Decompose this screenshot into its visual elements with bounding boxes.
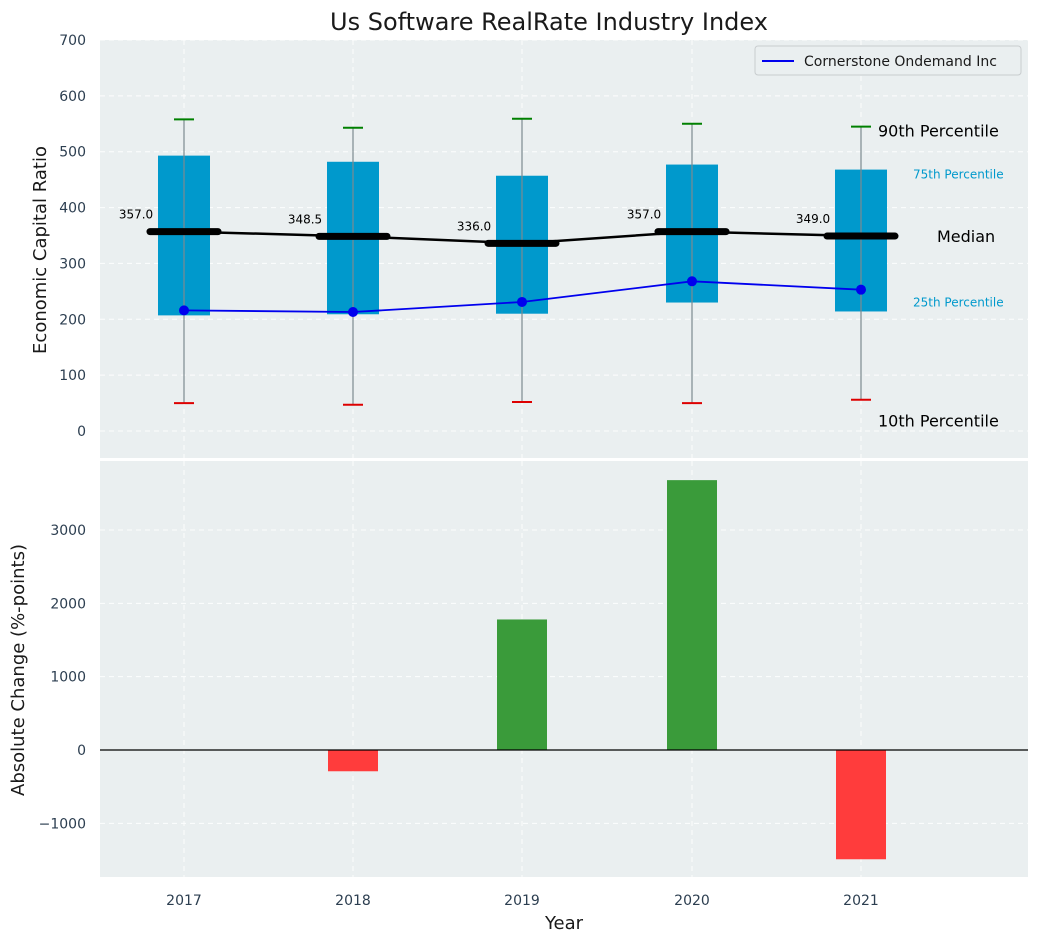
company-point [687, 276, 697, 287]
top-y-tick-label: 0 [77, 424, 86, 440]
p90-annotation: 90th Percentile [878, 122, 999, 141]
x-tick-label: 2020 [674, 893, 710, 909]
x-ticks: 2017 2018 2019 2020 2021 [166, 893, 879, 909]
median-value-label: 348.5 [288, 212, 322, 226]
x-tick-label: 2021 [843, 893, 879, 909]
top-y-tick-label: 600 [59, 89, 86, 105]
change-bar [836, 750, 886, 860]
company-point [517, 296, 527, 307]
change-bar [328, 750, 378, 772]
company-point [856, 284, 866, 295]
change-bar [667, 480, 717, 750]
legend-box [754, 45, 1022, 76]
company-series [179, 276, 866, 318]
top-y-ticks: 0 100 200 300 400 500 600 700 [59, 33, 86, 440]
top-y-tick-label: 400 [59, 201, 86, 217]
p75-annotation: 75th Percentile [913, 168, 1004, 182]
chart-title: Us Software RealRate Industry Index [330, 8, 768, 36]
legend[interactable]: Cornerstone Ondemand Inc [754, 45, 1022, 76]
x-tick-label: 2018 [335, 893, 371, 909]
change-bar [497, 619, 547, 750]
bottom-y-ticks: −1000 0 1000 2000 3000 [39, 523, 86, 832]
x-axis-title: Year [544, 913, 584, 934]
change-bars [328, 480, 886, 860]
top-y-tick-label: 700 [59, 33, 86, 49]
bottom-y-tick-label: −1000 [39, 816, 86, 832]
median-line-group: 357.0 348.5 336.0 357.0 349.0 [119, 208, 899, 247]
median-value-label: 336.0 [457, 219, 491, 233]
percentile-annotations: 90th Percentile 75th Percentile Median 25th… [878, 122, 1004, 431]
median-value-label: 357.0 [119, 208, 153, 222]
company-point [179, 305, 189, 316]
x-tick-label: 2019 [504, 893, 540, 909]
company-point [348, 307, 358, 318]
bottom-y-axis-title: Absolute Change (%-points) [8, 544, 29, 796]
p10-annotation: 10th Percentile [878, 412, 999, 431]
top-y-tick-label: 500 [59, 145, 86, 161]
top-plot-area [100, 40, 1028, 458]
top-y-tick-label: 100 [59, 368, 86, 384]
top-y-axis-title: Economic Capital Ratio [30, 146, 51, 354]
median-value-label: 349.0 [796, 212, 830, 226]
p25-annotation: 25th Percentile [913, 295, 1004, 309]
bottom-y-tick-label: 0 [77, 743, 86, 759]
x-tick-label: 2017 [166, 893, 202, 909]
bottom-y-tick-label: 2000 [50, 596, 86, 612]
median-annotation: Median [937, 227, 995, 246]
bottom-plot-area [100, 461, 1028, 877]
median-value-label: 357.0 [627, 208, 661, 222]
legend-label: Cornerstone Ondemand Inc [804, 54, 997, 70]
bottom-y-tick-label: 1000 [50, 670, 86, 686]
top-y-tick-label: 200 [59, 312, 86, 328]
top-y-tick-label: 300 [59, 256, 86, 272]
bottom-y-tick-label: 3000 [50, 523, 86, 539]
